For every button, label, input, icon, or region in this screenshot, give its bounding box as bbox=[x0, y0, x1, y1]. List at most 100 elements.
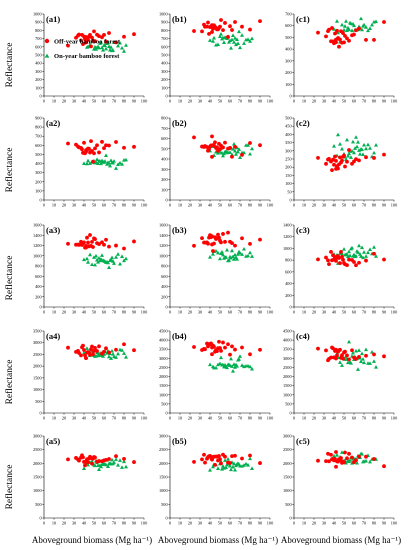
point-on-year bbox=[224, 255, 228, 259]
point-on-year bbox=[242, 41, 246, 45]
panel-label: (a3) bbox=[46, 225, 60, 235]
x-tick-label: 100 bbox=[391, 202, 397, 207]
point-off-year bbox=[223, 140, 227, 145]
point-on-year bbox=[230, 364, 234, 368]
point-on-year bbox=[238, 45, 242, 50]
point-off-year bbox=[347, 38, 351, 43]
point-on-year bbox=[124, 256, 128, 261]
x-tick-label: 40 bbox=[332, 415, 336, 420]
point-off-year bbox=[340, 158, 344, 163]
x-tick-label: 60 bbox=[102, 202, 106, 207]
y-tick-label: 0 bbox=[289, 305, 291, 310]
x-tick-label: 90 bbox=[382, 98, 386, 103]
point-off-year bbox=[218, 147, 222, 152]
point-on-year bbox=[336, 30, 340, 35]
x-tick-label: 90 bbox=[132, 202, 136, 207]
x-tick-label: 30 bbox=[322, 202, 326, 207]
point-on-year bbox=[236, 252, 240, 256]
point-on-year bbox=[343, 24, 347, 28]
point-on-year bbox=[342, 247, 346, 251]
point-off-year bbox=[326, 451, 330, 456]
y-tick-label: 3500 bbox=[159, 347, 168, 352]
y-tick-label: 300 bbox=[285, 58, 291, 63]
point-off-year bbox=[338, 347, 342, 352]
x-tick-label: 30 bbox=[198, 202, 202, 207]
y-tick-label: 150 bbox=[285, 173, 291, 178]
point-off-year bbox=[77, 458, 81, 463]
x-tick-label: 20 bbox=[312, 202, 316, 207]
x-tick-label: 20 bbox=[62, 520, 66, 525]
x-tick-label: 50 bbox=[342, 202, 346, 207]
x-tick-label: 70 bbox=[362, 415, 366, 420]
panel-a2: 0 100 200 300 400 500 600 700 800 900 0 10 20 30 40 50 6… bbox=[35, 116, 147, 208]
point-on-year bbox=[338, 142, 342, 146]
x-tick-label: 20 bbox=[188, 98, 192, 103]
point-on-year bbox=[99, 40, 103, 45]
point-off-year bbox=[324, 459, 328, 464]
point-off-year bbox=[83, 463, 87, 468]
x-tick-label: 20 bbox=[188, 309, 192, 314]
point-off-year bbox=[102, 349, 106, 354]
x-tick-label: 40 bbox=[82, 309, 86, 314]
point-on-year bbox=[211, 464, 215, 469]
point-on-year bbox=[116, 162, 120, 166]
point-off-year bbox=[342, 153, 346, 158]
x-tick-label: 100 bbox=[141, 202, 147, 207]
point-off-year bbox=[82, 140, 86, 145]
point-on-year bbox=[100, 253, 104, 257]
panel-label: (c2) bbox=[296, 118, 310, 128]
point-off-year bbox=[97, 150, 101, 155]
y-tick-label: 600 bbox=[35, 143, 41, 148]
y-tick-label: 1000 bbox=[283, 488, 292, 493]
y-tick-label: 3000 bbox=[33, 434, 42, 439]
point-on-year bbox=[332, 143, 336, 148]
point-on-year bbox=[124, 464, 128, 469]
x-tick-label: 10 bbox=[302, 202, 306, 207]
point-off-year bbox=[91, 245, 95, 249]
point-on-year bbox=[360, 452, 364, 456]
x-tick-label: 0 bbox=[43, 520, 45, 525]
point-off-year bbox=[104, 346, 108, 351]
point-off-year bbox=[347, 451, 351, 456]
point-on-year bbox=[347, 339, 351, 344]
point-off-year bbox=[332, 162, 336, 167]
point-off-year bbox=[316, 458, 320, 463]
point-off-year bbox=[97, 459, 101, 463]
point-on-year bbox=[93, 463, 97, 468]
y-tick-label: 400 bbox=[35, 61, 41, 66]
y-tick-label: 1600 bbox=[33, 223, 42, 228]
point-off-year bbox=[329, 249, 333, 254]
point-off-year bbox=[340, 353, 344, 358]
x-tick-label: 60 bbox=[352, 98, 356, 103]
y-tick-label: 600 bbox=[35, 44, 41, 49]
x-tick-label: 80 bbox=[248, 520, 252, 525]
panel-c4: 0 500 1000 1500 2000 2500 3000 3500 4000 4500 0 10 2… bbox=[283, 329, 397, 421]
point-on-year bbox=[372, 245, 376, 249]
x-tick-label: 70 bbox=[112, 202, 116, 207]
x-tick-label: 100 bbox=[391, 98, 397, 103]
point-off-year bbox=[84, 243, 88, 248]
point-on-year bbox=[230, 37, 234, 42]
point-on-year bbox=[111, 48, 115, 52]
y-tick-label: 250 bbox=[285, 157, 291, 162]
x-tick-label: 10 bbox=[52, 202, 56, 207]
x-tick-label: 70 bbox=[238, 520, 242, 525]
point-on-year bbox=[362, 22, 366, 27]
point-off-year bbox=[345, 456, 349, 461]
point-off-year bbox=[330, 26, 334, 30]
y-tick-label: 3500 bbox=[33, 329, 42, 334]
y-tick-label: 4000 bbox=[159, 338, 168, 343]
point-off-year bbox=[210, 234, 214, 239]
point-on-year bbox=[340, 363, 344, 367]
x-tick-label: 60 bbox=[228, 309, 232, 314]
y-tick-label: 2000 bbox=[33, 364, 42, 369]
point-off-year bbox=[192, 243, 196, 248]
point-on-year bbox=[237, 147, 241, 151]
point-on-year bbox=[92, 255, 96, 259]
point-off-year bbox=[228, 352, 232, 357]
point-off-year bbox=[205, 24, 209, 29]
point-off-year bbox=[324, 348, 328, 353]
x-tick-label: 50 bbox=[218, 415, 222, 420]
x-tick-label: 80 bbox=[248, 309, 252, 314]
point-on-year bbox=[216, 362, 220, 367]
